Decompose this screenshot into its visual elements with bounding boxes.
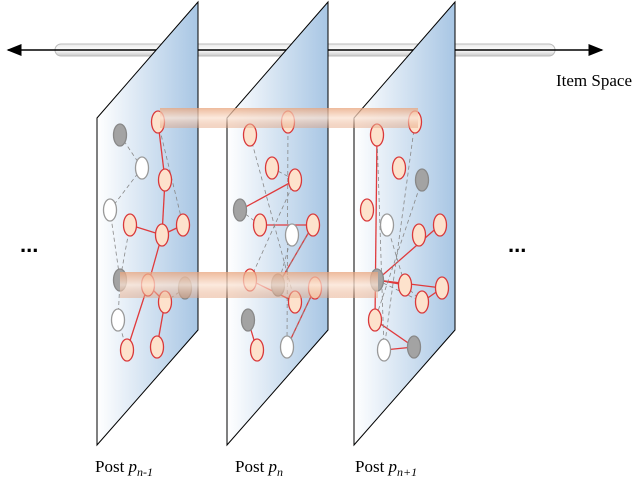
post-label: Post pn-1 (95, 457, 153, 479)
node (286, 224, 299, 246)
post-subscript: n-1 (137, 465, 153, 479)
diagram: Item Space ... ... Post pn-1 Post pn Pos… (0, 0, 639, 483)
node (393, 157, 406, 179)
node (289, 169, 302, 191)
node (413, 224, 426, 246)
post-label: Post pn+1 (355, 457, 417, 479)
node (156, 224, 169, 246)
post-subscript: n+1 (397, 465, 417, 479)
node (408, 336, 421, 358)
post-word: Post (355, 457, 385, 476)
node (234, 199, 247, 221)
item-space-label: Item Space (556, 71, 632, 90)
node (254, 214, 267, 236)
node (242, 309, 255, 331)
post-panel (97, 2, 198, 445)
node (416, 291, 429, 313)
page: {"axis_label": "Item Space", "ellipsis_l… (0, 0, 639, 483)
node (266, 157, 279, 179)
panels (8, 2, 602, 445)
post-symbol: p (268, 457, 278, 476)
node (399, 274, 412, 296)
node (151, 336, 164, 358)
node (104, 199, 117, 221)
post-subscript: n (277, 465, 283, 479)
post-panel (227, 2, 328, 445)
node (159, 169, 172, 191)
node (361, 199, 374, 221)
node (378, 339, 391, 361)
node (177, 214, 190, 236)
ellipsis-left: ... (20, 232, 38, 257)
post-labels: Post pn-1 Post pn Post pn+1 (95, 457, 417, 479)
node (307, 214, 320, 236)
node (369, 309, 382, 331)
post-panel (354, 2, 455, 445)
node (114, 124, 127, 146)
link-tube (160, 108, 418, 128)
node (381, 214, 394, 236)
post-word: Post (235, 457, 265, 476)
node (436, 277, 449, 299)
node (121, 339, 134, 361)
node (251, 339, 264, 361)
post-word: Post (95, 457, 125, 476)
link-tube (120, 272, 378, 298)
node (281, 336, 294, 358)
post-symbol: p (128, 457, 138, 476)
post-symbol: p (388, 457, 398, 476)
node (124, 214, 137, 236)
post-label: Post pn (235, 457, 283, 479)
node (434, 214, 447, 236)
node (136, 157, 149, 179)
ellipsis-right: ... (508, 232, 526, 257)
node (112, 309, 125, 331)
node (416, 169, 429, 191)
